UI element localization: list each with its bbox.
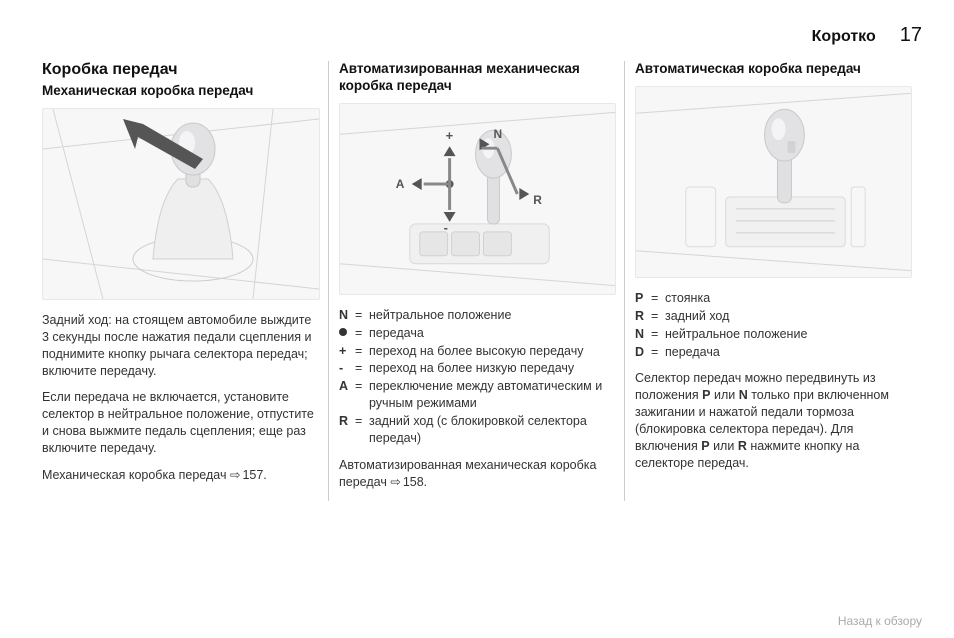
- def-row: A=переключение между автоматическим и ру…: [339, 378, 614, 412]
- def-row: R=задний ход: [635, 308, 910, 325]
- col1-para1: Задний ход: на стоящем автомобиле выждит…: [42, 312, 318, 380]
- def-row: +=переход на более высокую передачу: [339, 343, 614, 360]
- def-sym: N: [339, 307, 355, 324]
- t: R: [738, 439, 747, 453]
- svg-text:+: +: [446, 128, 454, 143]
- col3-defs: P=стоянка R=задний ход N=нейтральное пол…: [635, 290, 910, 361]
- def-eq: =: [651, 344, 665, 361]
- col1-subtitle: Механическая коробка передач: [42, 83, 318, 100]
- bullet-icon: [339, 325, 355, 342]
- col1-title: Коробка передач: [42, 61, 318, 79]
- col-automatic: Автоматическая коробка передач: [624, 61, 920, 501]
- col1-ref-text: Механическая коробка передач: [42, 468, 226, 482]
- def-val: переход на более высокую передачу: [369, 343, 614, 360]
- def-eq: =: [355, 378, 369, 412]
- def-sym: -: [339, 360, 355, 377]
- t: или: [710, 439, 738, 453]
- def-val: переключение между автоматическим и ручн…: [369, 378, 614, 412]
- def-val: задний ход: [665, 308, 910, 325]
- header-section-title: Коротко: [812, 28, 876, 46]
- def-row: D=передача: [635, 344, 910, 361]
- t: P: [701, 439, 709, 453]
- col2-ref-page: 158.: [403, 475, 427, 489]
- def-val: задний ход (с блокировкой селектора пере…: [369, 413, 614, 447]
- def-row: -=переход на более низкую передачу: [339, 360, 614, 377]
- def-eq: =: [355, 413, 369, 447]
- def-row: R=задний ход (с блокировкой селектора пе…: [339, 413, 614, 447]
- def-eq: =: [355, 325, 369, 342]
- def-eq: =: [355, 307, 369, 324]
- def-val: стоянка: [665, 290, 910, 307]
- crossref-icon: ⇨: [390, 474, 400, 491]
- def-eq: =: [355, 343, 369, 360]
- col3-subtitle: Автоматическая коробка передач: [635, 61, 910, 78]
- col1-para2: Если передача не включается, установите …: [42, 389, 318, 457]
- def-val: передача: [369, 325, 614, 342]
- def-sym: N: [635, 326, 651, 343]
- col-manual: Коробка передач Механическая коробка пер…: [32, 61, 328, 501]
- def-eq: =: [651, 290, 665, 307]
- def-row: =передача: [339, 325, 614, 342]
- def-eq: =: [355, 360, 369, 377]
- illust-manual: [42, 108, 320, 300]
- svg-text:N: N: [493, 127, 502, 141]
- col-automated-manual: Автоматизированная механическая коробка …: [328, 61, 624, 501]
- col2-ref-text: Автоматизированная механическая коробка …: [339, 458, 596, 489]
- def-sym: +: [339, 343, 355, 360]
- def-sym: A: [339, 378, 355, 412]
- def-row: N=нейтральное положение: [339, 307, 614, 324]
- svg-text:-: -: [444, 220, 448, 235]
- page-header: Коротко 17: [32, 24, 922, 47]
- col2-subtitle: Автоматизированная механическая коробка …: [339, 61, 614, 95]
- page-number: 17: [900, 24, 922, 47]
- def-val: нейтральное положение: [665, 326, 910, 343]
- col2-ref: Автоматизированная механическая коробка …: [339, 457, 614, 491]
- def-row: N=нейтральное положение: [635, 326, 910, 343]
- def-val: передача: [665, 344, 910, 361]
- col1-ref-page: 157.: [242, 468, 266, 482]
- crossref-icon: ⇨: [230, 467, 240, 484]
- svg-text:A: A: [396, 177, 405, 191]
- svg-text:R: R: [533, 193, 542, 207]
- columns: Коробка передач Механическая коробка пер…: [32, 61, 922, 501]
- t: или: [710, 388, 738, 402]
- def-eq: =: [651, 326, 665, 343]
- def-val: нейтральное положение: [369, 307, 614, 324]
- t: N: [739, 388, 748, 402]
- def-row: P=стоянка: [635, 290, 910, 307]
- illust-automated: + - N R A: [339, 103, 616, 295]
- col1-ref: Механическая коробка передач ⇨157.: [42, 467, 318, 484]
- def-sym: D: [635, 344, 651, 361]
- col2-defs: N=нейтральное положение =передача +=пере…: [339, 307, 614, 447]
- back-to-overview-link[interactable]: Назад к обзору: [838, 614, 922, 628]
- def-eq: =: [651, 308, 665, 325]
- def-sym: P: [635, 290, 651, 307]
- def-sym: R: [339, 413, 355, 447]
- illust-automatic: [635, 86, 912, 278]
- def-sym: R: [635, 308, 651, 325]
- col3-para: Селектор передач можно передвинуть из по…: [635, 370, 910, 471]
- def-val: переход на более низкую передачу: [369, 360, 614, 377]
